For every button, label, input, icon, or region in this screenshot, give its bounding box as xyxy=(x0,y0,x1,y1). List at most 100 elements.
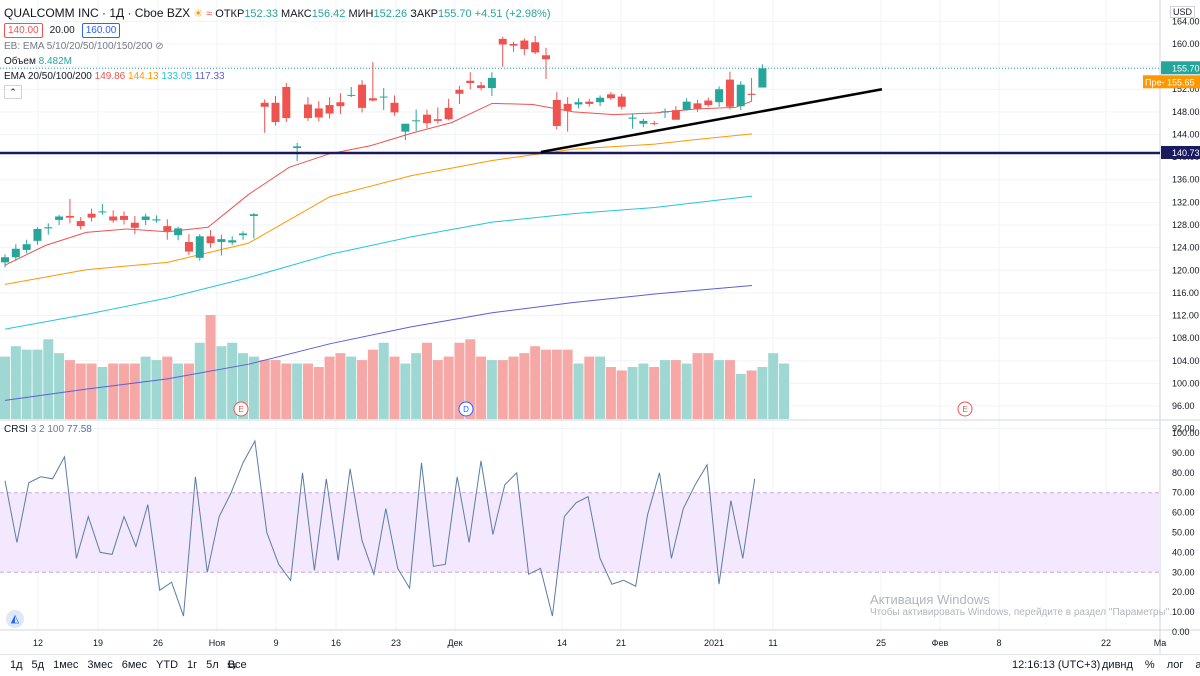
crsi-tick-label: 30.00 xyxy=(1172,567,1195,577)
time-tick-label: Фев xyxy=(932,638,949,648)
time-tick-label: Ма xyxy=(1154,638,1167,648)
eb-legend[interactable]: EB: EMA 5/10/20/50/100/150/200 ⊘ xyxy=(4,41,164,52)
range-button[interactable]: 3мес xyxy=(87,659,113,671)
volume-bar xyxy=(140,356,151,419)
volume-bar xyxy=(530,346,541,419)
candle-body xyxy=(412,120,421,122)
candle-body xyxy=(130,222,139,228)
volume-bar xyxy=(497,360,508,419)
clock[interactable]: 12:16:13 (UTC+3) xyxy=(1012,659,1101,671)
candle-body xyxy=(693,103,702,109)
time-tick-label: 8 xyxy=(996,638,1001,648)
range-button[interactable]: Все xyxy=(227,659,247,671)
volume-bar xyxy=(779,363,790,419)
volume-bar xyxy=(411,353,422,419)
range-button[interactable]: YTD xyxy=(156,659,179,671)
scale-button[interactable]: авто xyxy=(1195,659,1200,671)
ema-lines xyxy=(4,100,753,401)
currency-label[interactable]: USD xyxy=(1170,6,1196,18)
volume-bar xyxy=(173,363,184,419)
wave-icon[interactable]: ≈ xyxy=(206,8,213,20)
price-tick-label: 108.00 xyxy=(1172,333,1200,343)
volume-bar xyxy=(519,353,530,419)
candle-body xyxy=(736,84,745,107)
volume-legend[interactable]: Объем 8.482M xyxy=(4,56,72,67)
candle-body xyxy=(650,123,659,125)
candle-body xyxy=(498,38,507,45)
scale-button[interactable]: дивнд xyxy=(1102,659,1133,671)
time-tick-label: 16 xyxy=(331,638,341,648)
volume-bar xyxy=(551,349,562,419)
volume-bar xyxy=(270,360,281,419)
candle-body xyxy=(596,97,605,103)
collapse-chevron-icon[interactable]: ⌃ xyxy=(4,85,22,99)
candle-body xyxy=(455,89,464,94)
range-button[interactable]: 1мес xyxy=(53,659,79,671)
candle-body xyxy=(325,105,334,114)
candle-body xyxy=(368,98,377,101)
volume-bar xyxy=(108,363,119,419)
volume-bar xyxy=(357,360,368,419)
logo-icon[interactable]: ◭ xyxy=(6,610,24,628)
event-marker xyxy=(458,401,474,417)
quote-boxes: 140.00 20.00 160.00 xyxy=(4,23,121,38)
time-tick-label: Дек xyxy=(447,638,462,648)
hline-price-tag xyxy=(1161,145,1200,159)
ohlc-value: 156.42 xyxy=(311,8,346,20)
event-marker xyxy=(233,401,249,417)
eye-off-icon[interactable]: ⊘ xyxy=(155,41,164,52)
candle-body xyxy=(109,216,118,221)
scale-button[interactable]: % xyxy=(1144,659,1155,671)
volume-bar xyxy=(432,360,443,419)
compare-icon[interactable]: ⇆ xyxy=(227,660,237,672)
range-button[interactable]: 6мес xyxy=(121,659,148,671)
volume-bar xyxy=(605,367,616,419)
ema-legend[interactable]: EMA 20/50/100/200 149.86 144.13 133.05 1… xyxy=(4,71,225,82)
volume-bar xyxy=(194,342,205,419)
scale-button[interactable]: лог xyxy=(1166,659,1184,671)
watermark-text: Чтобы активировать Windows, перейдите в … xyxy=(870,607,1173,618)
candle-body xyxy=(293,146,302,149)
range-button[interactable]: 1д xyxy=(10,659,23,671)
volume-bar xyxy=(486,360,497,419)
price-tick-label: 120.00 xyxy=(1172,265,1200,275)
crsi-axis: 100.00 90.00 80.00 70.00 60.00 50.00 40.00 30.0… xyxy=(1172,428,1200,637)
ask-box[interactable]: 160.00 xyxy=(81,23,121,38)
ema-line xyxy=(4,195,753,330)
candle-body xyxy=(606,94,615,99)
volume-bar xyxy=(259,360,270,419)
crsi-legend[interactable]: CRSI 3 2 100 77.58 xyxy=(4,424,92,435)
candle-body xyxy=(477,85,486,89)
candle-body xyxy=(217,239,226,242)
candle-body xyxy=(628,117,637,119)
ohlc-label: МИН xyxy=(345,8,374,20)
crsi-tick-label: 60.00 xyxy=(1172,508,1195,518)
bid-box[interactable]: 140.00 xyxy=(4,23,43,38)
volume-bar xyxy=(400,363,411,419)
volume-bar xyxy=(627,367,638,419)
candle-body xyxy=(195,236,204,258)
candle-body xyxy=(1,257,9,263)
candle-body xyxy=(336,102,345,107)
event-marker-label: E xyxy=(238,405,243,414)
candle-body xyxy=(44,227,53,229)
volume-bar xyxy=(335,353,346,419)
price-tick-label: 116.00 xyxy=(1172,288,1199,298)
range-button[interactable]: 1г xyxy=(187,659,198,671)
crsi-tick-label: 90.00 xyxy=(1172,448,1195,458)
event-marker xyxy=(957,401,973,417)
candle-body xyxy=(758,68,767,88)
symbol-title[interactable]: QUALCOMM INC · 1Д · Cboe BZX xyxy=(4,6,191,20)
candle-body xyxy=(11,248,20,258)
price-tick-label: 148.00 xyxy=(1172,107,1200,117)
time-tick-label: Ноя xyxy=(209,638,226,648)
volume-bar xyxy=(757,367,768,419)
candle-body xyxy=(206,236,215,244)
range-button[interactable]: 5л xyxy=(206,659,219,671)
range-button[interactable]: 5д xyxy=(31,659,45,671)
time-tick-label: 21 xyxy=(616,638,626,648)
volume-bar xyxy=(97,367,108,419)
ema-value: 149.86 xyxy=(94,71,126,82)
candle-body xyxy=(531,42,540,53)
